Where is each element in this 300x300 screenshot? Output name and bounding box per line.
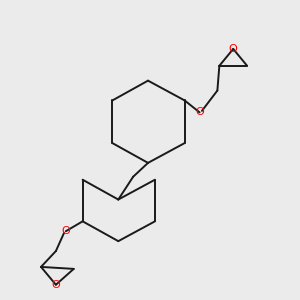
Text: O: O [52,280,60,290]
Text: O: O [195,107,204,117]
Text: O: O [61,226,70,236]
Text: O: O [229,44,238,54]
